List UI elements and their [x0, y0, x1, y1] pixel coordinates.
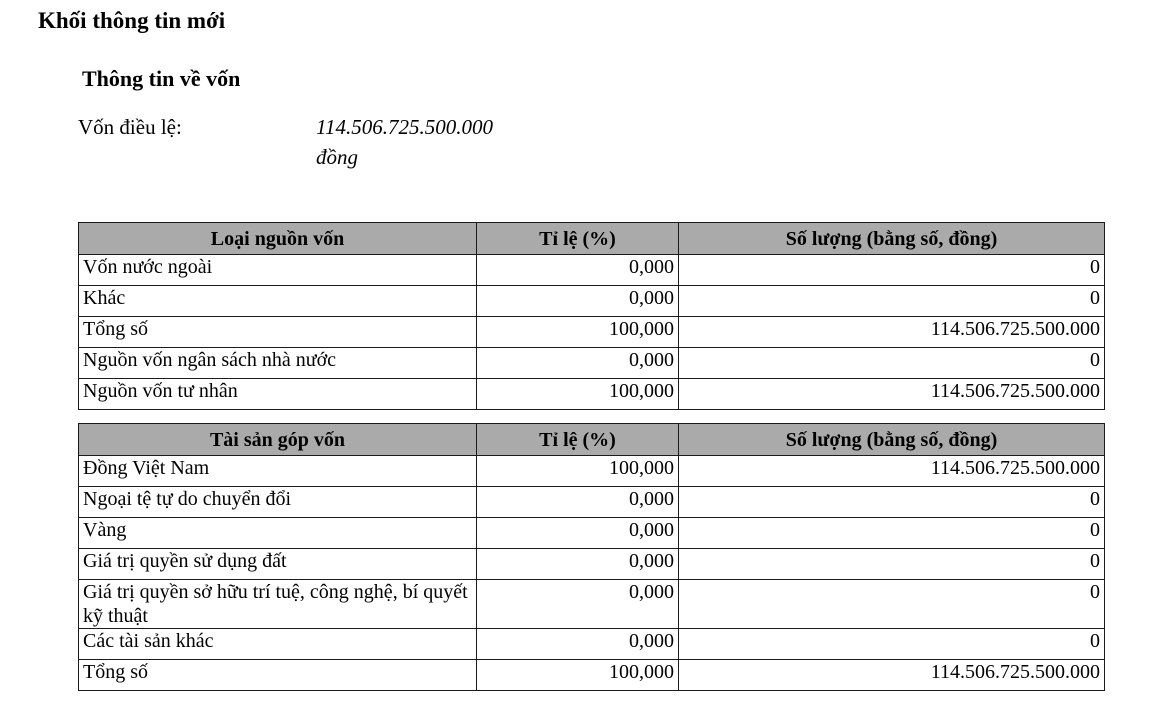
column-header-rate: Tỉ lệ (%): [476, 423, 679, 456]
cell-amount: 0: [678, 628, 1105, 660]
column-header-amount: Số lượng (bằng số, đồng): [678, 423, 1105, 456]
cell-amount: 0: [678, 579, 1105, 629]
cell-amount: 114.506.725.500.000: [678, 316, 1105, 348]
cell-source-name: Vốn nước ngoài: [78, 254, 477, 286]
table-row: Tổng số 100,000 114.506.725.500.000: [78, 659, 1105, 691]
table-capital-sources: Loại nguồn vốn Tỉ lệ (%) Số lượng (bằng …: [78, 222, 1105, 410]
cell-rate: 0,000: [476, 579, 679, 629]
column-header-name: Tài sản góp vốn: [78, 423, 477, 456]
cell-source-name: Giá trị quyền sở hữu trí tuệ, công nghệ,…: [78, 579, 477, 629]
table-row: Các tài sản khác 0,000 0: [78, 628, 1105, 660]
cell-rate: 0,000: [476, 517, 679, 549]
cell-source-name: Tổng số: [78, 659, 477, 691]
cell-amount: 114.506.725.500.000: [678, 455, 1105, 487]
cell-source-name: Vàng: [78, 517, 477, 549]
table-header-row: Tài sản góp vốn Tỉ lệ (%) Số lượng (bằng…: [78, 423, 1105, 456]
cell-rate: 100,000: [476, 316, 679, 348]
table-capital-assets: Tài sản góp vốn Tỉ lệ (%) Số lượng (bằng…: [78, 423, 1105, 691]
column-header-name: Loại nguồn vốn: [78, 222, 477, 255]
cell-amount: 0: [678, 517, 1105, 549]
cell-rate: 0,000: [476, 628, 679, 660]
cell-rate: 0,000: [476, 285, 679, 317]
table-header-row: Loại nguồn vốn Tỉ lệ (%) Số lượng (bằng …: [78, 222, 1105, 255]
table-body: Đồng Việt Nam 100,000 114.506.725.500.000 N…: [78, 455, 1105, 691]
charter-capital-value: 114.506.725.500.000 đồng: [316, 115, 493, 169]
cell-amount: 114.506.725.500.000: [678, 378, 1105, 410]
table-row: Tổng số 100,000 114.506.725.500.000: [78, 316, 1105, 348]
cell-source-name: Đồng Việt Nam: [78, 455, 477, 487]
cell-source-name: Nguồn vốn tư nhân: [78, 378, 477, 410]
cell-rate: 0,000: [476, 486, 679, 518]
cell-rate: 0,000: [476, 347, 679, 379]
table-row: Đồng Việt Nam 100,000 114.506.725.500.000: [78, 455, 1105, 487]
table-body: Vốn nước ngoài 0,000 0 Khác 0,000 0 Tổng số 100…: [78, 254, 1105, 410]
cell-source-name: Tổng số: [78, 316, 477, 348]
cell-source-name: Các tài sản khác: [78, 628, 477, 660]
table-header: Loại nguồn vốn Tỉ lệ (%) Số lượng (bằng …: [78, 222, 1105, 255]
cell-amount: 0: [678, 486, 1105, 518]
cell-rate: 0,000: [476, 548, 679, 580]
cell-amount: 0: [678, 254, 1105, 286]
cell-rate: 100,000: [476, 455, 679, 487]
cell-amount: 0: [678, 548, 1105, 580]
table-row: Vàng 0,000 0: [78, 517, 1105, 549]
charter-capital-label: Vốn điều lệ:: [78, 115, 182, 139]
table-row: Ngoại tệ tự do chuyển đổi 0,000 0: [78, 486, 1105, 518]
table-row: Nguồn vốn tư nhân 100,000 114.506.725.500.…: [78, 378, 1105, 410]
section-title-capital-info: Thông tin về vốn: [82, 66, 241, 91]
cell-rate: 100,000: [476, 659, 679, 691]
page-title: Khối thông tin mới: [38, 8, 226, 33]
column-header-rate: Tỉ lệ (%): [476, 222, 679, 255]
cell-source-name: Khác: [78, 285, 477, 317]
cell-amount: 0: [678, 347, 1105, 379]
cell-source-name: Giá trị quyền sử dụng đất: [78, 548, 477, 580]
cell-amount: 114.506.725.500.000: [678, 659, 1105, 691]
table-row: Giá trị quyền sử dụng đất 0,000 0: [78, 548, 1105, 580]
cell-rate: 0,000: [476, 254, 679, 286]
column-header-amount: Số lượng (bằng số, đồng): [678, 222, 1105, 255]
table-row: Giá trị quyền sở hữu trí tuệ, công nghệ,…: [78, 579, 1105, 629]
cell-source-name: Nguồn vốn ngân sách nhà nước: [78, 347, 477, 379]
charter-capital-row: Vốn điều lệ: 114.506.725.500.000 đồng: [78, 112, 598, 182]
cell-source-name: Ngoại tệ tự do chuyển đổi: [78, 486, 477, 518]
table-row: Nguồn vốn ngân sách nhà nước 0,000 0: [78, 347, 1105, 379]
table-row: Vốn nước ngoài 0,000 0: [78, 254, 1105, 286]
cell-amount: 0: [678, 285, 1105, 317]
table-header: Tài sản góp vốn Tỉ lệ (%) Số lượng (bằng…: [78, 423, 1105, 456]
cell-rate: 100,000: [476, 378, 679, 410]
table-row: Khác 0,000 0: [78, 285, 1105, 317]
